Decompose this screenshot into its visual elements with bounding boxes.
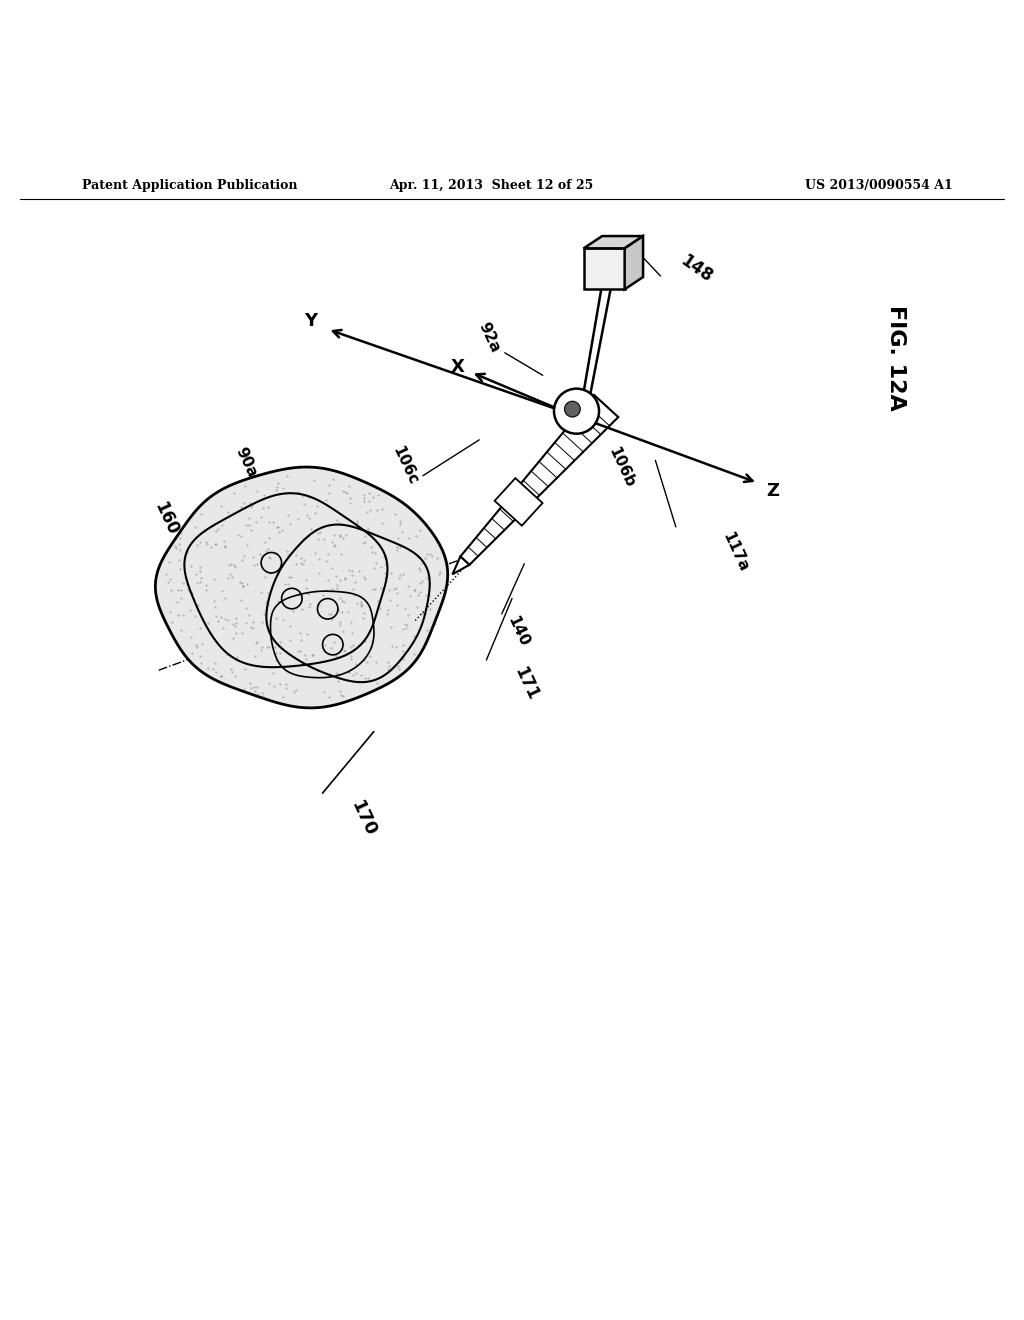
Polygon shape — [584, 236, 643, 248]
Text: 92a: 92a — [476, 319, 503, 355]
Text: 117a: 117a — [720, 531, 751, 574]
Text: X: X — [451, 358, 465, 376]
Text: 148: 148 — [677, 252, 716, 286]
Polygon shape — [495, 478, 543, 525]
Text: US 2013/0090554 A1: US 2013/0090554 A1 — [805, 180, 952, 193]
Text: 140: 140 — [505, 614, 531, 649]
Polygon shape — [461, 395, 618, 565]
Text: 106c: 106c — [390, 444, 421, 487]
Text: FIG. 12A: FIG. 12A — [886, 305, 906, 411]
Text: 160: 160 — [151, 499, 181, 539]
Polygon shape — [584, 248, 625, 289]
Text: Z: Z — [767, 482, 779, 500]
Text: Y: Y — [304, 312, 316, 330]
Text: 106b: 106b — [606, 445, 637, 490]
Polygon shape — [625, 236, 643, 289]
Text: Patent Application Publication: Patent Application Publication — [82, 180, 297, 193]
Polygon shape — [156, 467, 447, 708]
Text: Apr. 11, 2013  Sheet 12 of 25: Apr. 11, 2013 Sheet 12 of 25 — [389, 180, 594, 193]
Polygon shape — [453, 557, 469, 574]
Text: 90a: 90a — [232, 445, 259, 480]
Circle shape — [564, 401, 581, 417]
Text: 170: 170 — [347, 797, 380, 840]
Text: 171: 171 — [511, 664, 542, 704]
Circle shape — [554, 388, 599, 434]
